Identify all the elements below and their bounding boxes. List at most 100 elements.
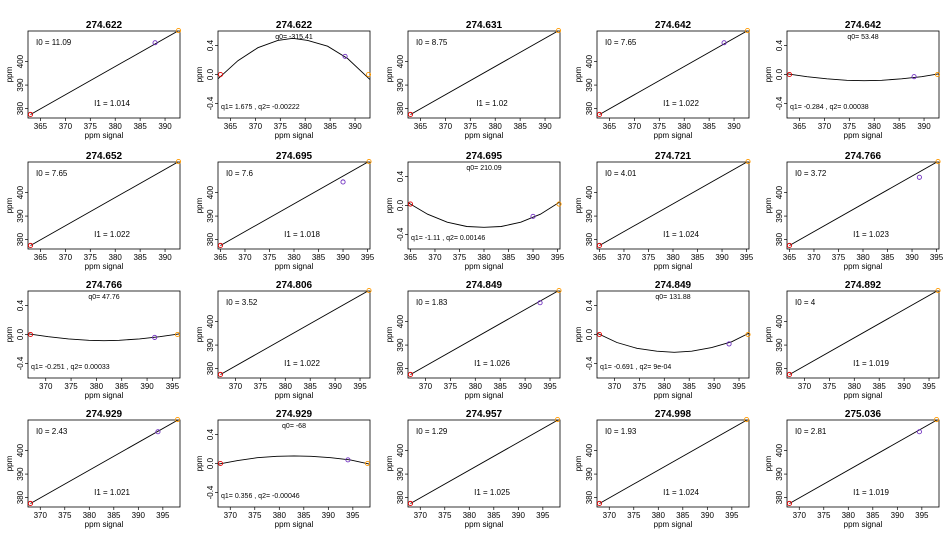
x-tick-label: 380 [477,253,491,262]
x-tick-label: 365 [793,122,807,131]
q0-label: q0= -68 [282,423,306,430]
data-point [364,460,371,467]
x-tick-label: 385 [866,511,880,520]
plot-title: 274.892 [845,280,882,291]
intercept-label: I0 = 3.52 [226,298,258,307]
x-tick-label: 390 [891,511,905,520]
y-tick-label: 380 [775,361,784,375]
x-tick-label: 380 [868,122,882,131]
x-tick-label: 395 [166,382,180,391]
x-tick-label: 385 [702,122,716,131]
intercept-label: I0 = 7.65 [605,38,637,47]
data-point [745,331,751,338]
slope-label: I1 = 1.022 [284,359,320,368]
q1-q2-label: q1= -0.251 , q2= 0.00033 [31,364,110,371]
y-axis-label: ppm [195,326,204,342]
y-axis-label: ppm [5,326,14,342]
y-tick-label: 380 [775,490,784,504]
x-tick-label: 395 [915,511,929,520]
x-axis-label: ppm signal [275,520,314,529]
x-tick-label: 385 [323,122,337,131]
x-tick-label: 390 [701,511,715,520]
y-tick-label: 380 [206,232,215,246]
data-point [744,27,751,34]
slope-label: I1 = 1.026 [474,359,510,368]
plot-frame [407,30,561,119]
y-tick-label: 380 [396,101,405,115]
y-tick-label: 400 [16,443,25,457]
x-tick-label: 390 [897,382,911,391]
y-axis-label: ppm [5,197,14,213]
x-tick-label: 380 [109,122,123,131]
slope-label: I1 = 1.023 [853,230,889,239]
x-tick-label: 375 [84,253,98,262]
data-point [935,287,941,294]
x-tick-label: 385 [494,382,508,391]
intercept-label: I0 = 1.29 [416,427,448,436]
y-tick-label: -0.4 [775,96,784,110]
y-axis-label: ppm [385,326,394,342]
fit-line [410,31,559,115]
x-tick-label: 375 [438,511,452,520]
y-tick-label: 400 [396,314,405,328]
data-point [786,371,793,378]
plot-title: 274.766 [86,280,123,291]
x-tick-label: 390 [715,253,729,262]
q0-label: q0= 131.88 [655,294,690,301]
data-point [365,71,372,78]
x-axis-label: ppm signal [844,131,883,140]
q1-q2-label: q1= -0.691 , q2= 9e-04 [600,364,671,371]
y-tick-label: 0.0 [206,457,215,469]
x-tick-label: 395 [543,382,557,391]
y-axis-label: ppm [574,326,583,342]
y-axis-label: ppm [574,66,583,82]
y-axis-label: ppm [764,66,773,82]
x-tick-label: 385 [892,122,906,131]
x-tick-label: 380 [83,511,97,520]
x-tick-label: 380 [299,122,313,131]
data-point [407,500,414,507]
intercept-label: I0 = 7.65 [36,169,68,178]
y-tick-label: 390 [16,209,25,223]
y-tick-label: 390 [775,467,784,481]
plot-title: 274.806 [276,280,313,291]
x-axis-label: ppm signal [465,520,504,529]
y-tick-label: 0.4 [775,39,784,51]
y-tick-label: 0.4 [206,39,215,51]
x-tick-label: 370 [428,253,442,262]
y-tick-label: 0.4 [206,428,215,440]
x-tick-label: 375 [263,253,277,262]
y-tick-label: 0.0 [206,68,215,80]
x-tick-label: 375 [817,511,831,520]
slope-label: I1 = 1.02 [476,99,508,108]
x-tick-label: 390 [526,253,540,262]
data-point [27,242,34,249]
intercept-label: I0 = 8.75 [416,38,448,47]
x-tick-label: 380 [842,511,856,520]
x-tick-label: 390 [512,511,526,520]
y-tick-label: -0.4 [585,356,594,370]
x-axis-label: ppm signal [654,262,693,271]
data-point [407,201,414,207]
y-tick-label: -0.4 [206,485,215,499]
y-tick-label: 0.0 [16,328,25,340]
x-tick-label: 365 [34,253,48,262]
data-point [554,416,561,423]
fit-line [220,291,369,375]
x-tick-label: 395 [725,511,739,520]
fit-line [789,420,938,504]
y-tick-label: 390 [396,467,405,481]
intercept-label: I0 = 2.81 [795,427,827,436]
data-point [530,213,536,219]
x-tick-label: 375 [453,253,467,262]
x-axis-label: ppm signal [465,262,504,271]
y-tick-label: 390 [775,338,784,352]
fit-line [599,31,748,115]
q1-q2-label: q1= 1.675 , q2= -0.00222 [221,104,300,111]
fit-curve [787,73,939,82]
x-tick-label: 380 [856,253,870,262]
fit-line [789,291,938,375]
plot-title: 274.695 [276,151,313,162]
fit-line [599,162,748,246]
